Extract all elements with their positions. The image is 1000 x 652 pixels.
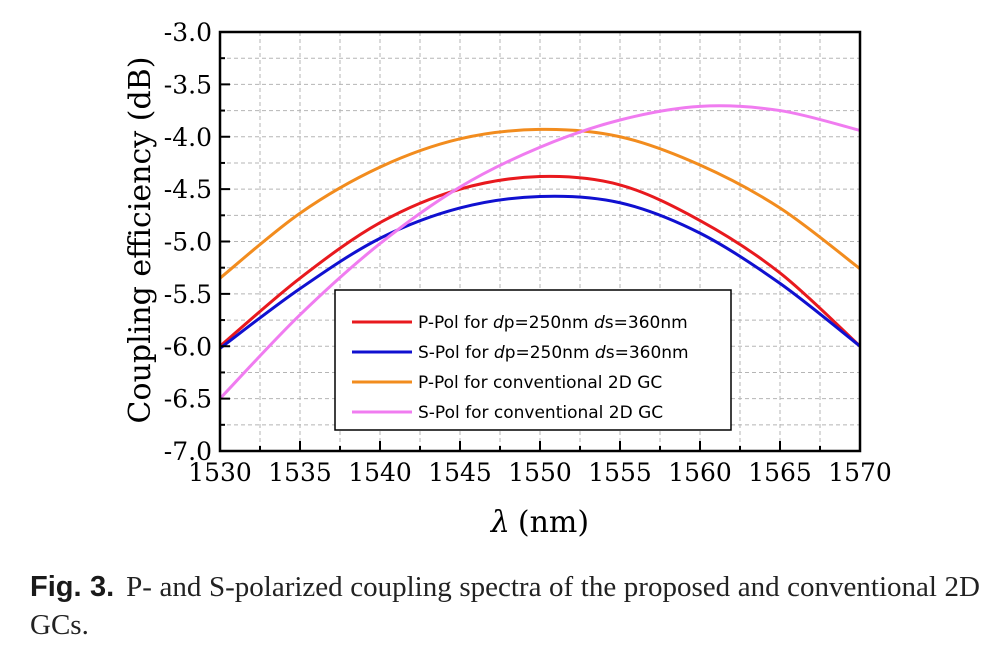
y-tick-label: -4.0 bbox=[164, 123, 212, 152]
x-tick-label: 1565 bbox=[748, 458, 812, 487]
series-line-1 bbox=[220, 174, 860, 348]
coupling-efficiency-chart: 1530 1535 1540 1545 1550 1555 1560 1565 1570 -3.… bbox=[123, 18, 892, 540]
x-tick-label: 1535 bbox=[268, 458, 332, 487]
x-tick-label: 1560 bbox=[668, 458, 732, 487]
y-tick-label: -6.0 bbox=[164, 332, 212, 361]
x-tick-label: 1545 bbox=[428, 458, 492, 487]
legend-label-2: S-Pol for dp=250nm ds=360nm bbox=[418, 343, 689, 363]
legend-label-3: P-Pol for conventional 2D GC bbox=[418, 373, 662, 393]
y-axis-title: Coupling efficiency (dB) bbox=[123, 57, 158, 424]
x-tick-label: 1570 bbox=[828, 458, 892, 487]
y-tick-labels: -3.0 -3.5 -4.0 -4.5 -5.0 -5.5 -6.0 -6.5 -7.0 bbox=[164, 18, 212, 466]
x-tick-label: 1540 bbox=[348, 458, 412, 487]
series-line-3 bbox=[220, 127, 860, 280]
series-line-4 bbox=[220, 104, 860, 400]
legend: P-Pol for dp=250nm ds=360nm S-Pol for dp=… bbox=[334, 289, 732, 431]
caption-label: Fig. 3. bbox=[30, 571, 115, 603]
y-tick-label: -5.0 bbox=[164, 228, 212, 257]
series-lines bbox=[220, 104, 860, 400]
y-tick-label: -7.0 bbox=[164, 437, 212, 466]
x-tick-labels: 1530 1535 1540 1545 1550 1555 1560 1565 1570 bbox=[188, 458, 892, 487]
legend-box bbox=[334, 289, 732, 431]
x-tick-label: 1550 bbox=[508, 458, 572, 487]
x-axis-symbol: λ bbox=[490, 505, 510, 540]
y-tick-label: -5.5 bbox=[164, 280, 212, 309]
x-axis-title: λ (nm) bbox=[490, 505, 589, 540]
figure-caption: Fig. 3. P- and S-polarized coupling spect… bbox=[30, 568, 980, 644]
legend-label-4: S-Pol for conventional 2D GC bbox=[418, 403, 663, 423]
y-tick-label: -4.5 bbox=[164, 175, 212, 204]
y-tick-label: -6.5 bbox=[164, 385, 212, 414]
legend-label-1: P-Pol for dp=250nm ds=360nm bbox=[418, 313, 688, 333]
series-line-2 bbox=[220, 194, 860, 350]
y-tick-label: -3.0 bbox=[164, 18, 212, 47]
caption-text: P- and S-polarized coupling spectra of t… bbox=[30, 571, 980, 641]
x-tick-label: 1555 bbox=[588, 458, 652, 487]
axis-ticks bbox=[219, 31, 861, 452]
y-tick-label: -3.5 bbox=[164, 70, 212, 99]
x-tick-label: 1530 bbox=[188, 458, 252, 487]
x-axis-unit: (nm) bbox=[518, 505, 589, 540]
